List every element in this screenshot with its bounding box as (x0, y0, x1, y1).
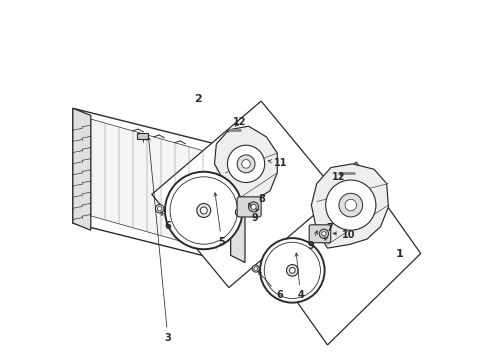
Polygon shape (91, 119, 231, 255)
Circle shape (252, 265, 259, 272)
Polygon shape (137, 134, 148, 139)
Circle shape (248, 202, 259, 212)
Text: 1: 1 (395, 248, 403, 258)
FancyBboxPatch shape (309, 225, 331, 243)
Circle shape (165, 172, 243, 249)
Circle shape (242, 159, 250, 168)
Text: 10: 10 (333, 230, 356, 239)
Text: 12: 12 (332, 172, 345, 183)
Circle shape (170, 177, 238, 244)
Text: 2: 2 (195, 94, 202, 104)
Polygon shape (311, 164, 389, 248)
Text: 7: 7 (325, 224, 333, 240)
Circle shape (290, 267, 295, 273)
Polygon shape (215, 126, 277, 202)
Circle shape (254, 267, 258, 270)
Circle shape (264, 242, 320, 298)
Text: 11: 11 (268, 158, 288, 168)
Text: 9: 9 (308, 231, 318, 251)
Text: 5: 5 (214, 193, 225, 247)
Polygon shape (152, 101, 338, 288)
Circle shape (287, 265, 298, 276)
Polygon shape (73, 108, 245, 266)
Circle shape (260, 238, 324, 303)
Circle shape (227, 145, 265, 183)
Text: 3: 3 (147, 137, 172, 343)
Circle shape (326, 180, 376, 230)
Circle shape (322, 231, 326, 236)
Text: 12: 12 (233, 117, 246, 127)
Circle shape (157, 207, 162, 211)
Text: 9: 9 (248, 203, 258, 222)
Circle shape (155, 204, 164, 213)
Circle shape (319, 229, 329, 238)
FancyBboxPatch shape (237, 197, 261, 217)
Text: 4: 4 (295, 253, 304, 301)
Polygon shape (73, 108, 91, 230)
Circle shape (345, 199, 357, 211)
Polygon shape (231, 158, 245, 262)
Text: 8: 8 (256, 194, 266, 212)
Polygon shape (263, 162, 421, 345)
Circle shape (237, 155, 255, 173)
Circle shape (197, 203, 211, 217)
Circle shape (238, 210, 242, 215)
Text: 6: 6 (161, 212, 172, 231)
Circle shape (251, 204, 256, 210)
Circle shape (200, 207, 207, 214)
Circle shape (235, 208, 244, 217)
Text: 6: 6 (258, 271, 283, 301)
Circle shape (339, 193, 363, 217)
